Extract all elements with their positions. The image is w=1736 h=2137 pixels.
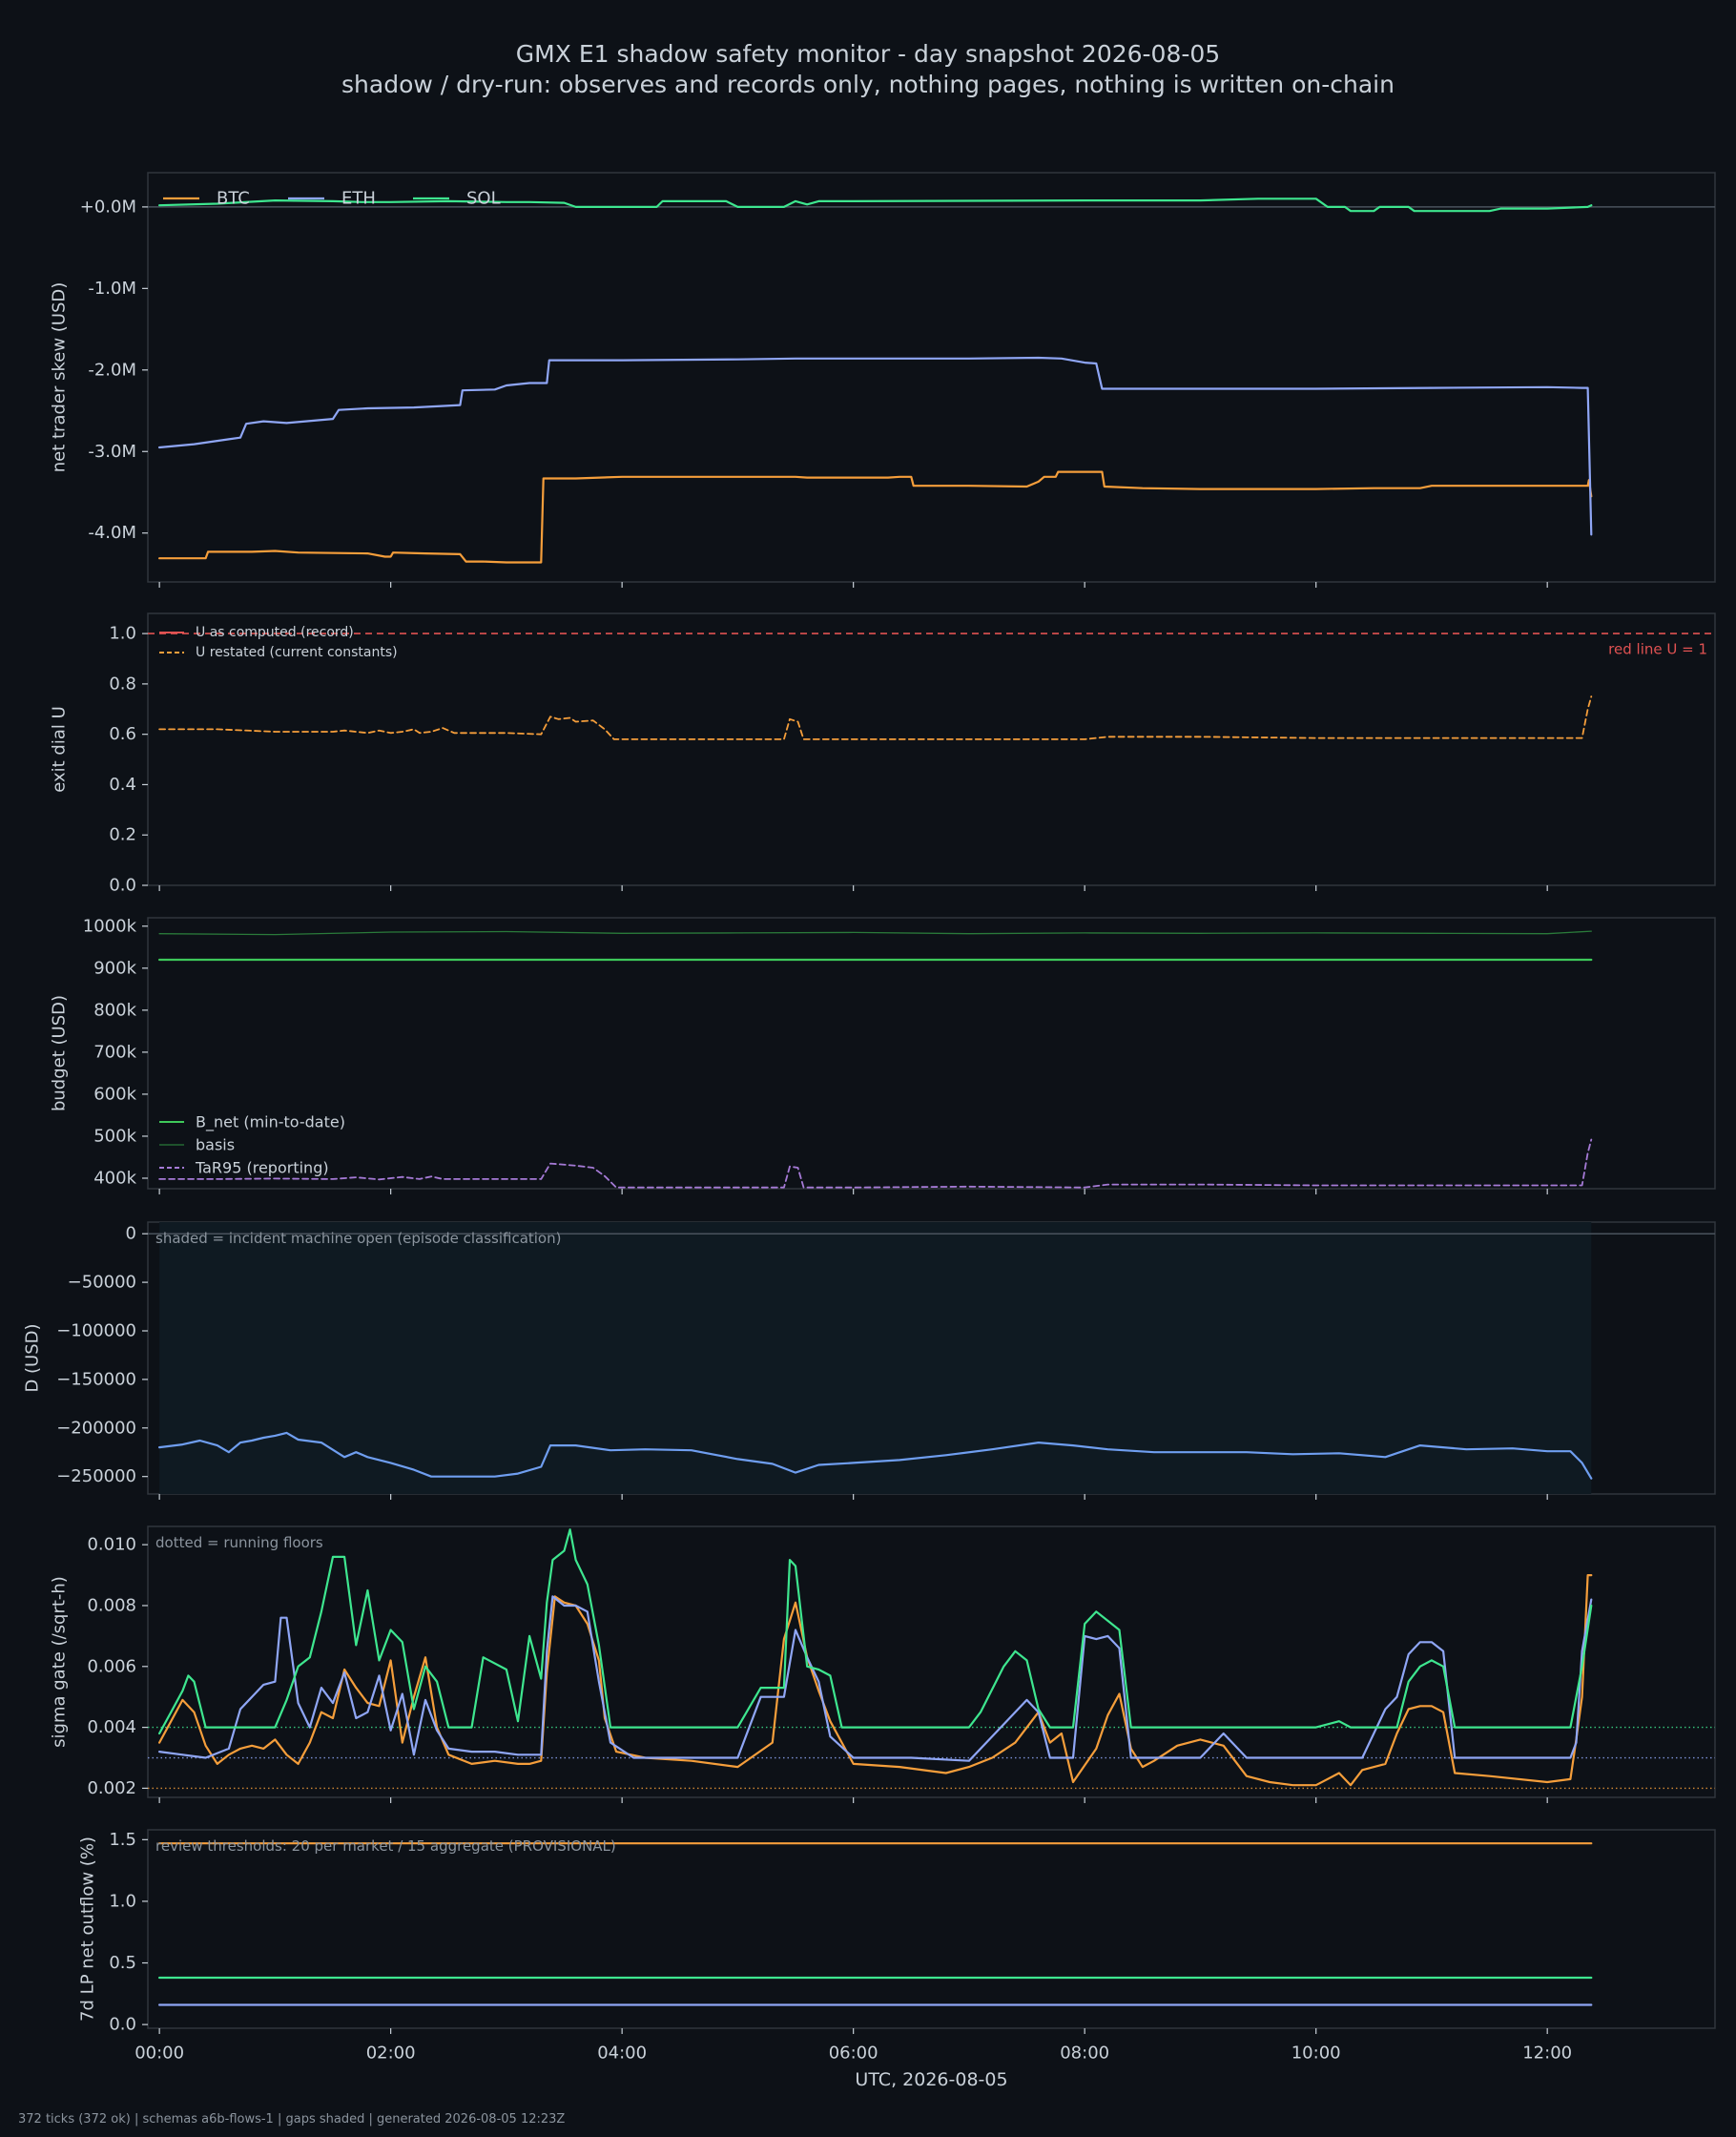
y-tick-label: 0.5: [109, 1953, 136, 1973]
y-tick-label: 0: [126, 1224, 136, 1244]
y-tick-label: 1.0: [109, 624, 136, 644]
y-tick-label: 600k: [93, 1084, 136, 1104]
y-tick-label: 0.2: [109, 825, 136, 845]
y-tick-label: -3.0M: [88, 442, 136, 462]
chart-subtitle: shadow / dry-run: observes and records o…: [341, 71, 1395, 98]
legend-label: ETH: [341, 189, 376, 209]
series-line-eth: [158, 1595, 1593, 1762]
panel-budget: 400k 500k 600k 700k 800k 900k 1000k budget (USD…: [50, 916, 1716, 1194]
panel-frame: [147, 917, 1716, 1190]
y-tick-label: 0.6: [109, 724, 136, 744]
y-tick-label: −100000: [56, 1321, 136, 1341]
series-line-eth: [158, 356, 1593, 536]
y-tick-label: 0.8: [109, 674, 136, 694]
y-tick-label: −250000: [56, 1466, 136, 1486]
panel-frame: [147, 172, 1716, 583]
panel-annotation: review thresholds: 20 per market / 15 ag…: [155, 1837, 616, 1855]
y-tick-label: 0.0: [109, 2015, 136, 2035]
y-tick-label: 1000k: [83, 916, 137, 936]
y-tick-label: 900k: [93, 958, 136, 978]
y-axis-label: budget (USD): [50, 995, 70, 1111]
series-line-basis: [158, 930, 1592, 936]
y-tick-label: -4.0M: [88, 523, 136, 543]
panel-lp_outflow: 0.0 0.5 1.0 1.5 00:00 02:00 04:00 06:00 08:00 10:…: [78, 1829, 1716, 2064]
status-footer: 372 ticks (372 ok) | schemas a6b-flows-1…: [18, 2112, 566, 2127]
plot-area: [148, 1528, 1715, 1790]
y-tick-label: 0.0: [109, 876, 136, 896]
y-tick-label: 400k: [93, 1168, 136, 1188]
y-tick-label: 500k: [93, 1126, 136, 1146]
series-line-u-restated-current-constants-: [158, 695, 1593, 740]
y-axis-label: exit dial U: [50, 706, 70, 793]
series-line-btc: [158, 470, 1593, 564]
y-tick-label: −50000: [68, 1273, 136, 1293]
panel-exit_dial: red line U = 1 0.0 0.2 0.4 0.6 0.8 1.0 exit dia…: [50, 612, 1716, 896]
y-tick-label: 0.006: [87, 1656, 136, 1676]
x-tick-label: 04:00: [597, 2044, 647, 2064]
y-tick-label: 1.0: [109, 1891, 136, 1911]
y-tick-label: 0.002: [87, 1778, 136, 1798]
y-tick-label: 800k: [93, 1000, 136, 1020]
y-axis-label: 7d LP net outflow (%): [78, 1836, 98, 2022]
x-tick-label: 00:00: [134, 2044, 184, 2064]
series-line-d: [158, 1431, 1593, 1480]
x-tick-label: 08:00: [1060, 2044, 1109, 2064]
x-tick-label: 10:00: [1292, 2044, 1341, 2064]
plot-area: [158, 1842, 1593, 2006]
panel-annotation: shaded = incident machine open (episode …: [155, 1230, 561, 1247]
y-axis-label: D (USD): [23, 1323, 43, 1392]
y-tick-label: 0.4: [109, 775, 136, 795]
panel-frame: [147, 1829, 1716, 2029]
y-tick-label: 0.010: [87, 1535, 136, 1555]
x-tick-label: 02:00: [366, 2044, 416, 2064]
legend-label: basis: [196, 1136, 235, 1154]
legend-label: B_net (min-to-date): [196, 1113, 345, 1132]
panel-deficit: 0 −50000 −100000 −150000 −200000 −250000 D (US…: [23, 1221, 1716, 1500]
legend-label: U as computed (record): [196, 625, 354, 640]
legend-label: SOL: [466, 189, 501, 209]
red-line-label: red line U = 1: [1608, 640, 1707, 657]
series-line-sol: [158, 1528, 1593, 1735]
chart-title: GMX E1 shadow safety monitor - day snaps…: [515, 40, 1221, 68]
y-tick-label: 1.5: [109, 1830, 136, 1850]
x-tick-label: 06:00: [829, 2044, 878, 2064]
y-axis-label: net trader skew (USD): [50, 282, 70, 473]
y-tick-label: -2.0M: [88, 360, 136, 380]
x-tick-label: 12:00: [1522, 2044, 1572, 2064]
legend-label: TaR95 (reporting): [195, 1159, 329, 1177]
series-line-tar95-reporting-: [158, 1138, 1593, 1189]
panel-frame: [147, 612, 1716, 886]
y-tick-label: −200000: [56, 1418, 136, 1438]
y-tick-label: −150000: [56, 1369, 136, 1389]
y-tick-label: 700k: [93, 1042, 136, 1062]
y-tick-label: 0.004: [87, 1717, 136, 1737]
plot-area: [148, 197, 1715, 564]
plot-area: [148, 1222, 1715, 1494]
y-tick-label: -1.0M: [88, 279, 136, 299]
panel-annotation: dotted = running floors: [155, 1534, 323, 1551]
series-line-btc: [158, 1574, 1593, 1787]
y-axis-label: sigma gate (/sqrt-h): [50, 1576, 70, 1748]
plot-area: [148, 633, 1715, 740]
incident-shade: [159, 1222, 1592, 1494]
y-tick-label: 0.008: [87, 1595, 136, 1615]
series-line-sol: [158, 197, 1593, 213]
y-tick-label: +0.0M: [80, 197, 136, 217]
legend-label: BTC: [217, 189, 250, 209]
legend-label: U restated (current constants): [196, 645, 398, 660]
x-axis-label: UTC, 2026-08-05: [855, 2069, 1007, 2090]
plot-area: [158, 930, 1593, 1189]
panel-skew: +0.0M -1.0M -2.0M -3.0M -4.0M net trader skew…: [50, 172, 1716, 588]
panel-sigma_gate: 0.002 0.004 0.006 0.008 0.010 sigma gate (/sq…: [50, 1525, 1716, 1803]
